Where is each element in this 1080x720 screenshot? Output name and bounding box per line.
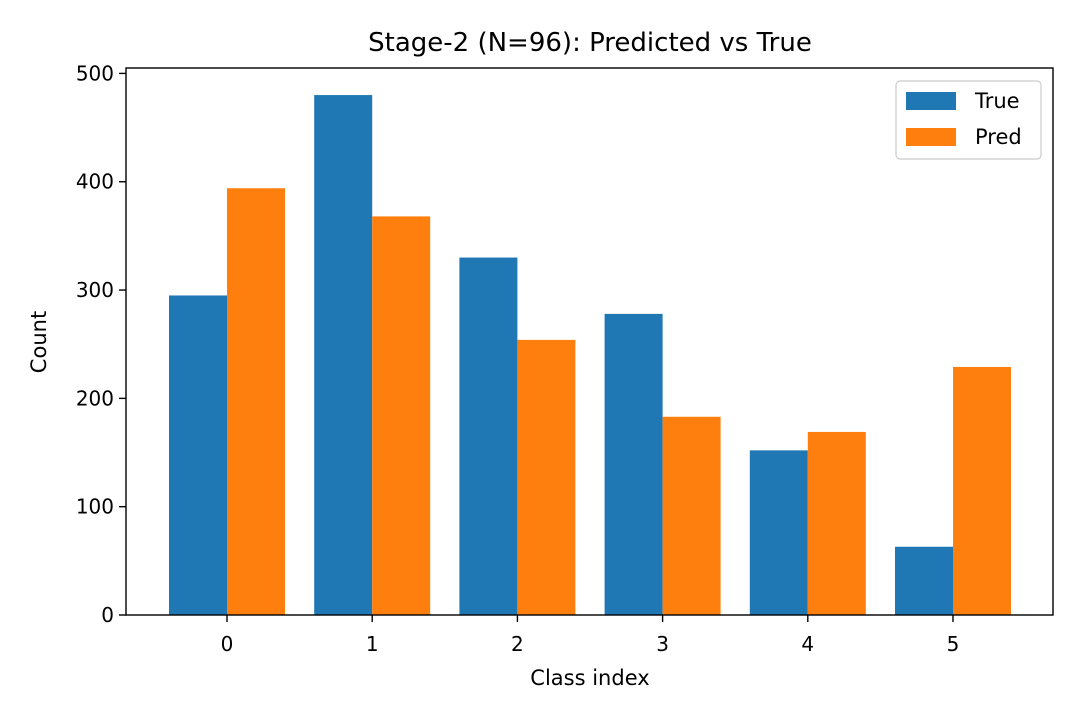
chart-title: Stage-2 (N=96): Predicted vs True [368,28,812,58]
legend: True Pred [895,80,1042,160]
bar-true-class-3 [604,313,663,615]
y-tick-label: 300 [76,278,114,302]
bar-pred-class-5 [953,366,1011,615]
bars-group [169,95,1011,616]
y-tick-label: 200 [76,386,114,410]
y-tick-label: 400 [76,170,114,194]
legend-label-true: True [974,89,1020,113]
bar-pred-class-1 [372,216,431,616]
plot-frame [125,67,1054,616]
x-tick-label: 5 [947,632,960,656]
x-tick-label: 4 [801,632,814,656]
x-tick-label: 2 [511,632,524,656]
x-tick-label: 1 [366,632,379,656]
bar-pred-class-4 [807,431,866,615]
bar-pred-class-2 [517,339,576,615]
x-axis-label: Class index [530,666,649,690]
x-tick-label: 0 [221,632,234,656]
bar-pred-class-3 [662,416,721,615]
bar-true-class-5 [895,546,953,615]
bar-true-class-2 [459,257,518,615]
x-axis: 0 1 2 3 4 5 [221,615,960,656]
legend-swatch-pred [906,128,956,146]
bar-pred-class-0 [227,188,285,615]
y-axis: 0 100 200 300 400 500 [76,61,126,627]
y-tick-label: 100 [76,495,114,519]
bar-true-class-0 [169,295,227,615]
y-axis-label: Count [27,311,51,373]
bar-true-class-1 [314,95,373,615]
bar-true-class-4 [749,450,808,615]
legend-swatch-true [906,92,956,110]
y-tick-label: 0 [101,603,114,627]
legend-label-pred: Pred [975,125,1022,149]
y-tick-label: 500 [76,61,114,85]
x-tick-label: 3 [656,632,669,656]
